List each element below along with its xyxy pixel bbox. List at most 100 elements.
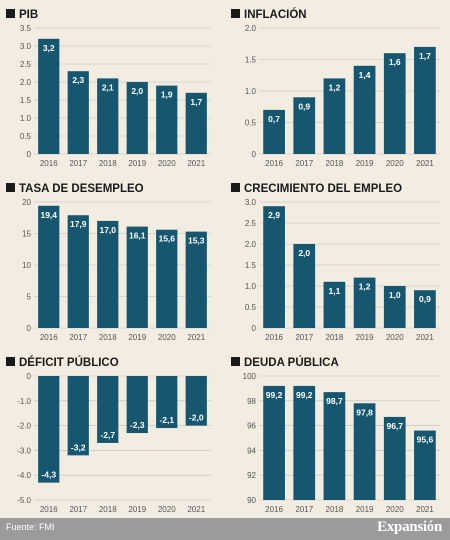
data-label: 98,7 — [326, 396, 343, 406]
data-label: -2,3 — [130, 420, 145, 430]
bar — [323, 281, 346, 328]
data-label: 1,6 — [389, 57, 401, 67]
bar — [97, 376, 119, 443]
y-tick-label: 1.5 — [20, 96, 32, 105]
data-label: 15,3 — [188, 236, 205, 246]
x-tick-label: 2016 — [265, 333, 283, 342]
bar — [383, 53, 406, 155]
y-tick-label: 1.0 — [245, 87, 257, 96]
title-marker — [231, 183, 240, 192]
y-tick-label: 3.0 — [20, 42, 32, 51]
x-tick-label: 2017 — [69, 505, 87, 514]
data-label: 99,2 — [266, 390, 283, 400]
x-tick-label: 2017 — [69, 333, 87, 342]
bar — [126, 376, 148, 434]
x-tick-label: 2019 — [356, 333, 374, 342]
data-label: 2,0 — [131, 86, 143, 96]
y-tick-label: 20 — [22, 198, 31, 207]
y-tick-label: -4.0 — [17, 471, 31, 480]
bar — [263, 109, 285, 154]
chart-panel: CRECIMIENTO DEL EMPLEO 0 0.5 1.0 1.5 2.0 2.5 3.… — [231, 183, 440, 342]
data-label: 2,0 — [298, 248, 310, 258]
x-tick-label: 2017 — [295, 333, 313, 342]
data-label: 17,0 — [99, 225, 116, 235]
y-tick-label: 1.5 — [245, 56, 257, 65]
y-tick-label: 10 — [22, 261, 31, 270]
x-tick-label: 2016 — [40, 159, 58, 168]
chart-panel: INFLACIÓN 0 0.5 1.0 1.5 2.0 0,7 2016 0,9 2017 1,2 2… — [231, 8, 440, 168]
bar — [126, 82, 148, 154]
data-label: -3,2 — [71, 442, 86, 452]
y-tick-label: 1.5 — [245, 261, 257, 270]
x-tick-label: 2019 — [356, 159, 374, 168]
x-tick-label: 2019 — [356, 505, 374, 514]
y-tick-label: 2.0 — [20, 78, 32, 87]
y-tick-label: 92 — [247, 471, 256, 480]
x-tick-label: 2017 — [69, 159, 87, 168]
bar — [323, 78, 346, 154]
y-tick-label: 0 — [27, 372, 32, 381]
bar — [38, 38, 60, 154]
data-label: 95,6 — [417, 435, 434, 445]
bar — [67, 71, 89, 154]
chart-panel: DEUDA PÚBLICA 90 92 94 96 98 100 99,2 2016 99,2 20… — [231, 356, 440, 514]
y-tick-label: 2.5 — [245, 219, 257, 228]
title-marker — [6, 357, 15, 366]
bar — [353, 277, 376, 328]
x-tick-label: 2018 — [99, 159, 117, 168]
bar — [323, 392, 346, 500]
x-tick-label: 2018 — [99, 505, 117, 514]
bar — [126, 226, 148, 328]
bar — [185, 376, 207, 426]
y-tick-label: 98 — [247, 397, 256, 406]
data-label: 1,7 — [190, 97, 202, 107]
brand-logo: Expansión — [377, 519, 442, 535]
y-tick-label: 0.5 — [245, 303, 257, 312]
data-label: 1,4 — [359, 70, 371, 80]
chart-title: CRECIMIENTO DEL EMPLEO — [244, 183, 402, 195]
y-tick-label: 94 — [247, 446, 256, 455]
chart-title: TASA DE DESEMPLEO — [19, 183, 144, 195]
data-label: 1,2 — [359, 282, 371, 292]
chart-title: DÉFICIT PÚBLICO — [19, 356, 119, 369]
chart-title: INFLACIÓN — [244, 8, 307, 21]
y-tick-label: 0 — [27, 324, 32, 333]
x-tick-label: 2021 — [416, 159, 434, 168]
x-tick-label: 2020 — [158, 159, 176, 168]
x-tick-label: 2018 — [326, 159, 344, 168]
x-tick-label: 2020 — [386, 505, 404, 514]
x-tick-label: 2019 — [128, 505, 146, 514]
x-tick-label: 2017 — [295, 505, 313, 514]
chart-panel: TASA DE DESEMPLEO 0 5 10 15 20 19,4 2016 17,9 201… — [6, 183, 211, 342]
y-tick-label: 2.5 — [20, 60, 32, 69]
y-tick-label: -2.0 — [17, 422, 31, 431]
y-tick-label: -5.0 — [17, 496, 31, 505]
bar — [353, 65, 376, 154]
y-tick-label: 3.5 — [20, 24, 32, 33]
bar — [414, 430, 436, 500]
data-label: 17,9 — [70, 219, 87, 229]
x-tick-label: 2020 — [158, 333, 176, 342]
bar — [414, 290, 436, 328]
data-label: 0,9 — [298, 101, 310, 111]
bar — [263, 206, 285, 328]
y-tick-label: 0 — [252, 150, 257, 159]
x-tick-label: 2021 — [187, 333, 205, 342]
x-tick-label: 2016 — [265, 159, 283, 168]
data-label: -2,0 — [189, 413, 204, 423]
chart-title: PIB — [19, 9, 38, 21]
x-tick-label: 2018 — [326, 505, 344, 514]
y-tick-label: -3.0 — [17, 446, 31, 455]
bar — [97, 78, 119, 154]
data-label: 1,2 — [329, 82, 341, 92]
x-tick-label: 2017 — [295, 159, 313, 168]
x-tick-label: 2016 — [40, 333, 58, 342]
y-tick-label: 3.0 — [245, 198, 257, 207]
title-marker — [6, 183, 15, 192]
y-tick-label: -1.0 — [17, 397, 31, 406]
bar — [97, 220, 119, 328]
x-tick-label: 2019 — [128, 333, 146, 342]
title-marker — [231, 9, 240, 18]
data-label: 0,9 — [419, 294, 431, 304]
y-tick-label: 2.0 — [245, 24, 257, 33]
